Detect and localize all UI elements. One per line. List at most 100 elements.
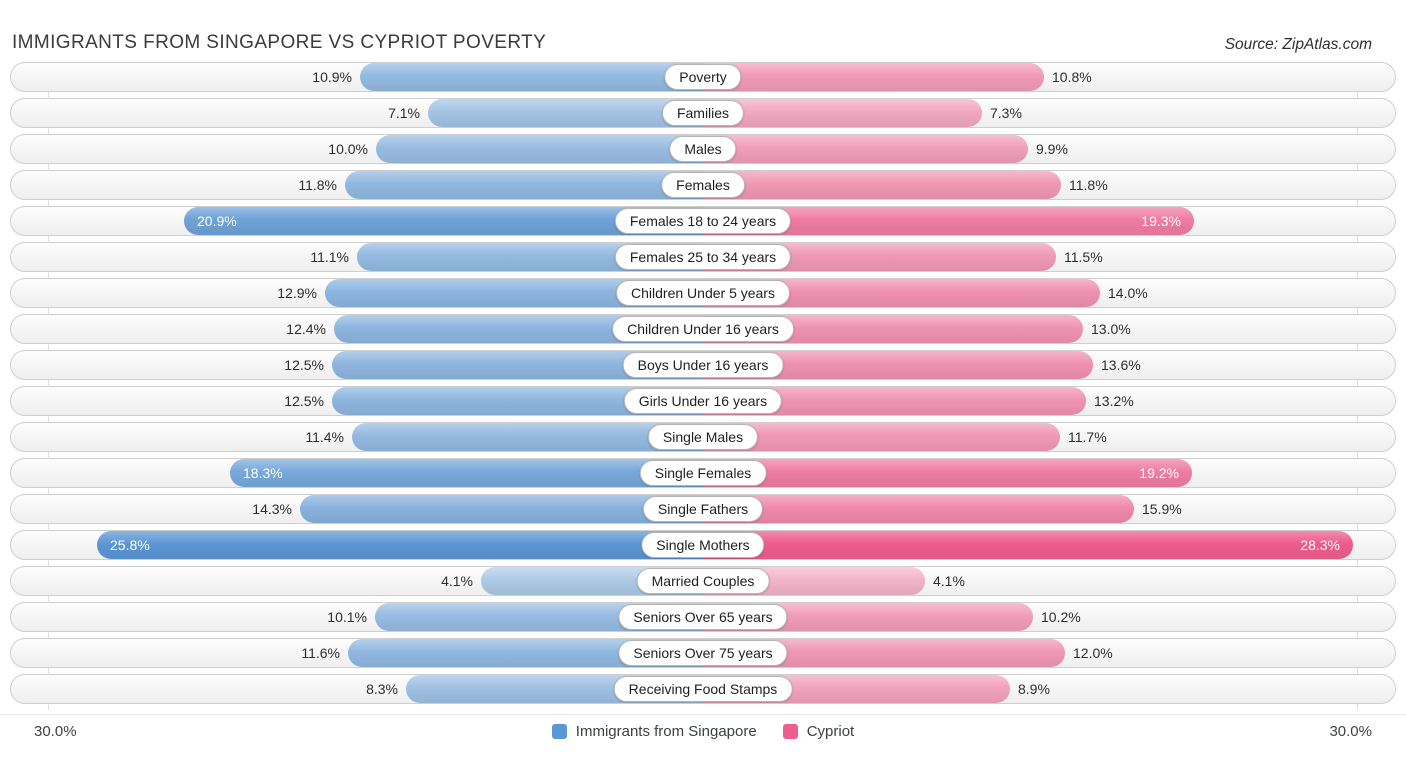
value-label-right: 11.7% (1068, 429, 1107, 445)
category-label: Single Fathers (642, 496, 764, 522)
category-label: Seniors Over 65 years (618, 604, 788, 630)
bar-right (703, 423, 1060, 451)
category-label: Girls Under 16 years (623, 388, 783, 414)
value-label-right: 15.9% (1142, 501, 1182, 517)
chart-row: 12.4% 13.0% Children Under 16 years (10, 314, 1396, 344)
legend-item: Cypriot (782, 723, 855, 740)
category-label: Seniors Over 75 years (618, 640, 788, 666)
chart-row: 11.1% 11.5% Females 25 to 34 years (10, 242, 1396, 272)
axis-max-left: 30.0% (34, 723, 77, 740)
bar-right (703, 171, 1061, 199)
category-label: Single Males (647, 424, 759, 450)
bar-left (360, 63, 703, 91)
bar-left (300, 495, 703, 523)
value-label-left: 20.9% (197, 213, 237, 229)
category-label: Poverty (664, 64, 742, 90)
category-label: Single Mothers (641, 532, 765, 558)
bar-left (376, 135, 703, 163)
legend-swatch-icon (551, 724, 567, 739)
category-label: Children Under 5 years (616, 280, 790, 306)
category-label: Males (669, 136, 737, 162)
chart-row: 10.0% 9.9% Males (10, 134, 1396, 164)
value-label-right: 4.1% (933, 573, 965, 589)
value-label-right: 7.3% (990, 105, 1022, 121)
value-label-left: 12.5% (284, 357, 324, 373)
value-label-left: 11.8% (298, 177, 337, 193)
value-label-right: 8.9% (1018, 681, 1050, 697)
value-label-right: 10.8% (1052, 69, 1092, 85)
value-label-left: 12.4% (286, 321, 326, 337)
bar-left (345, 171, 703, 199)
value-label-right: 19.3% (1141, 213, 1181, 229)
chart-header: IMMIGRANTS FROM SINGAPORE VS CYPRIOT POV… (0, 0, 1406, 62)
value-label-right: 14.0% (1108, 285, 1148, 301)
bar-right (703, 135, 1028, 163)
value-label-right: 11.5% (1064, 249, 1103, 265)
axis-max-right: 30.0% (1329, 723, 1372, 740)
bar-right (703, 99, 982, 127)
chart-row: 12.5% 13.2% Girls Under 16 years (10, 386, 1396, 416)
bar-right (703, 495, 1134, 523)
value-label-right: 11.8% (1069, 177, 1108, 193)
category-label: Boys Under 16 years (622, 352, 784, 378)
category-label: Females (661, 172, 745, 198)
chart-row: 20.9% 19.3% Females 18 to 24 years (10, 206, 1396, 236)
bar-left (230, 459, 703, 487)
category-label: Families (661, 100, 745, 126)
value-label-left: 12.9% (277, 285, 317, 301)
chart-row: 8.3% 8.9% Receiving Food Stamps (10, 674, 1396, 704)
tornado-chart: 10.9% 10.8% Poverty 7.1% 7.3% Families 10.0% 9.… (0, 62, 1406, 712)
category-label: Females 18 to 24 years (614, 208, 792, 234)
value-label-left: 10.9% (312, 69, 352, 85)
value-label-right: 13.6% (1101, 357, 1141, 373)
value-label-left: 4.1% (441, 573, 473, 589)
chart-row: 7.1% 7.3% Families (10, 98, 1396, 128)
legend-item: Immigrants from Singapore (551, 723, 757, 740)
category-label: Single Females (639, 460, 767, 486)
value-label-left: 14.3% (252, 501, 292, 517)
value-label-left: 25.8% (110, 537, 150, 553)
category-label: Females 25 to 34 years (614, 244, 792, 270)
value-label-right: 9.9% (1036, 141, 1068, 157)
legend: Immigrants from Singapore Cypriot (154, 723, 1252, 740)
value-label-left: 10.0% (328, 141, 368, 157)
bar-left (352, 423, 703, 451)
value-label-right: 28.3% (1300, 537, 1340, 553)
chart-row: 25.8% 28.3% Single Mothers (10, 530, 1396, 560)
value-label-right: 13.2% (1094, 393, 1134, 409)
value-label-left: 11.6% (301, 645, 340, 661)
value-label-left: 8.3% (366, 681, 398, 697)
value-label-left: 7.1% (388, 105, 420, 121)
chart-row: 18.3% 19.2% Single Females (10, 458, 1396, 488)
value-label-left: 12.5% (284, 393, 324, 409)
value-label-left: 11.4% (305, 429, 344, 445)
value-label-right: 19.2% (1139, 465, 1179, 481)
chart-footer: 30.0% Immigrants from Singapore Cypriot 3… (0, 714, 1406, 740)
chart-row: 4.1% 4.1% Married Couples (10, 566, 1396, 596)
chart-row: 12.5% 13.6% Boys Under 16 years (10, 350, 1396, 380)
bar-left (97, 531, 703, 559)
bar-left (428, 99, 703, 127)
chart-row: 12.9% 14.0% Children Under 5 years (10, 278, 1396, 308)
value-label-right: 10.2% (1041, 609, 1081, 625)
bar-right (703, 459, 1192, 487)
value-label-left: 10.1% (327, 609, 367, 625)
legend-swatch-icon (782, 724, 798, 739)
chart-row: 10.9% 10.8% Poverty (10, 62, 1396, 92)
chart-row: 11.6% 12.0% Seniors Over 75 years (10, 638, 1396, 668)
category-label: Children Under 16 years (612, 316, 794, 342)
value-label-right: 13.0% (1091, 321, 1131, 337)
bar-right (703, 531, 1353, 559)
chart-row: 11.8% 11.8% Females (10, 170, 1396, 200)
value-label-left: 18.3% (243, 465, 283, 481)
category-label: Married Couples (636, 568, 770, 594)
source-attribution: Source: ZipAtlas.com (1224, 36, 1372, 53)
chart-row: 11.4% 11.7% Single Males (10, 422, 1396, 452)
page-title: IMMIGRANTS FROM SINGAPORE VS CYPRIOT POV… (12, 32, 547, 53)
chart-row: 10.1% 10.2% Seniors Over 65 years (10, 602, 1396, 632)
chart-row: 14.3% 15.9% Single Fathers (10, 494, 1396, 524)
legend-label: Cypriot (806, 723, 855, 740)
value-label-right: 12.0% (1073, 645, 1113, 661)
category-label: Receiving Food Stamps (613, 676, 793, 702)
value-label-left: 11.1% (310, 249, 349, 265)
